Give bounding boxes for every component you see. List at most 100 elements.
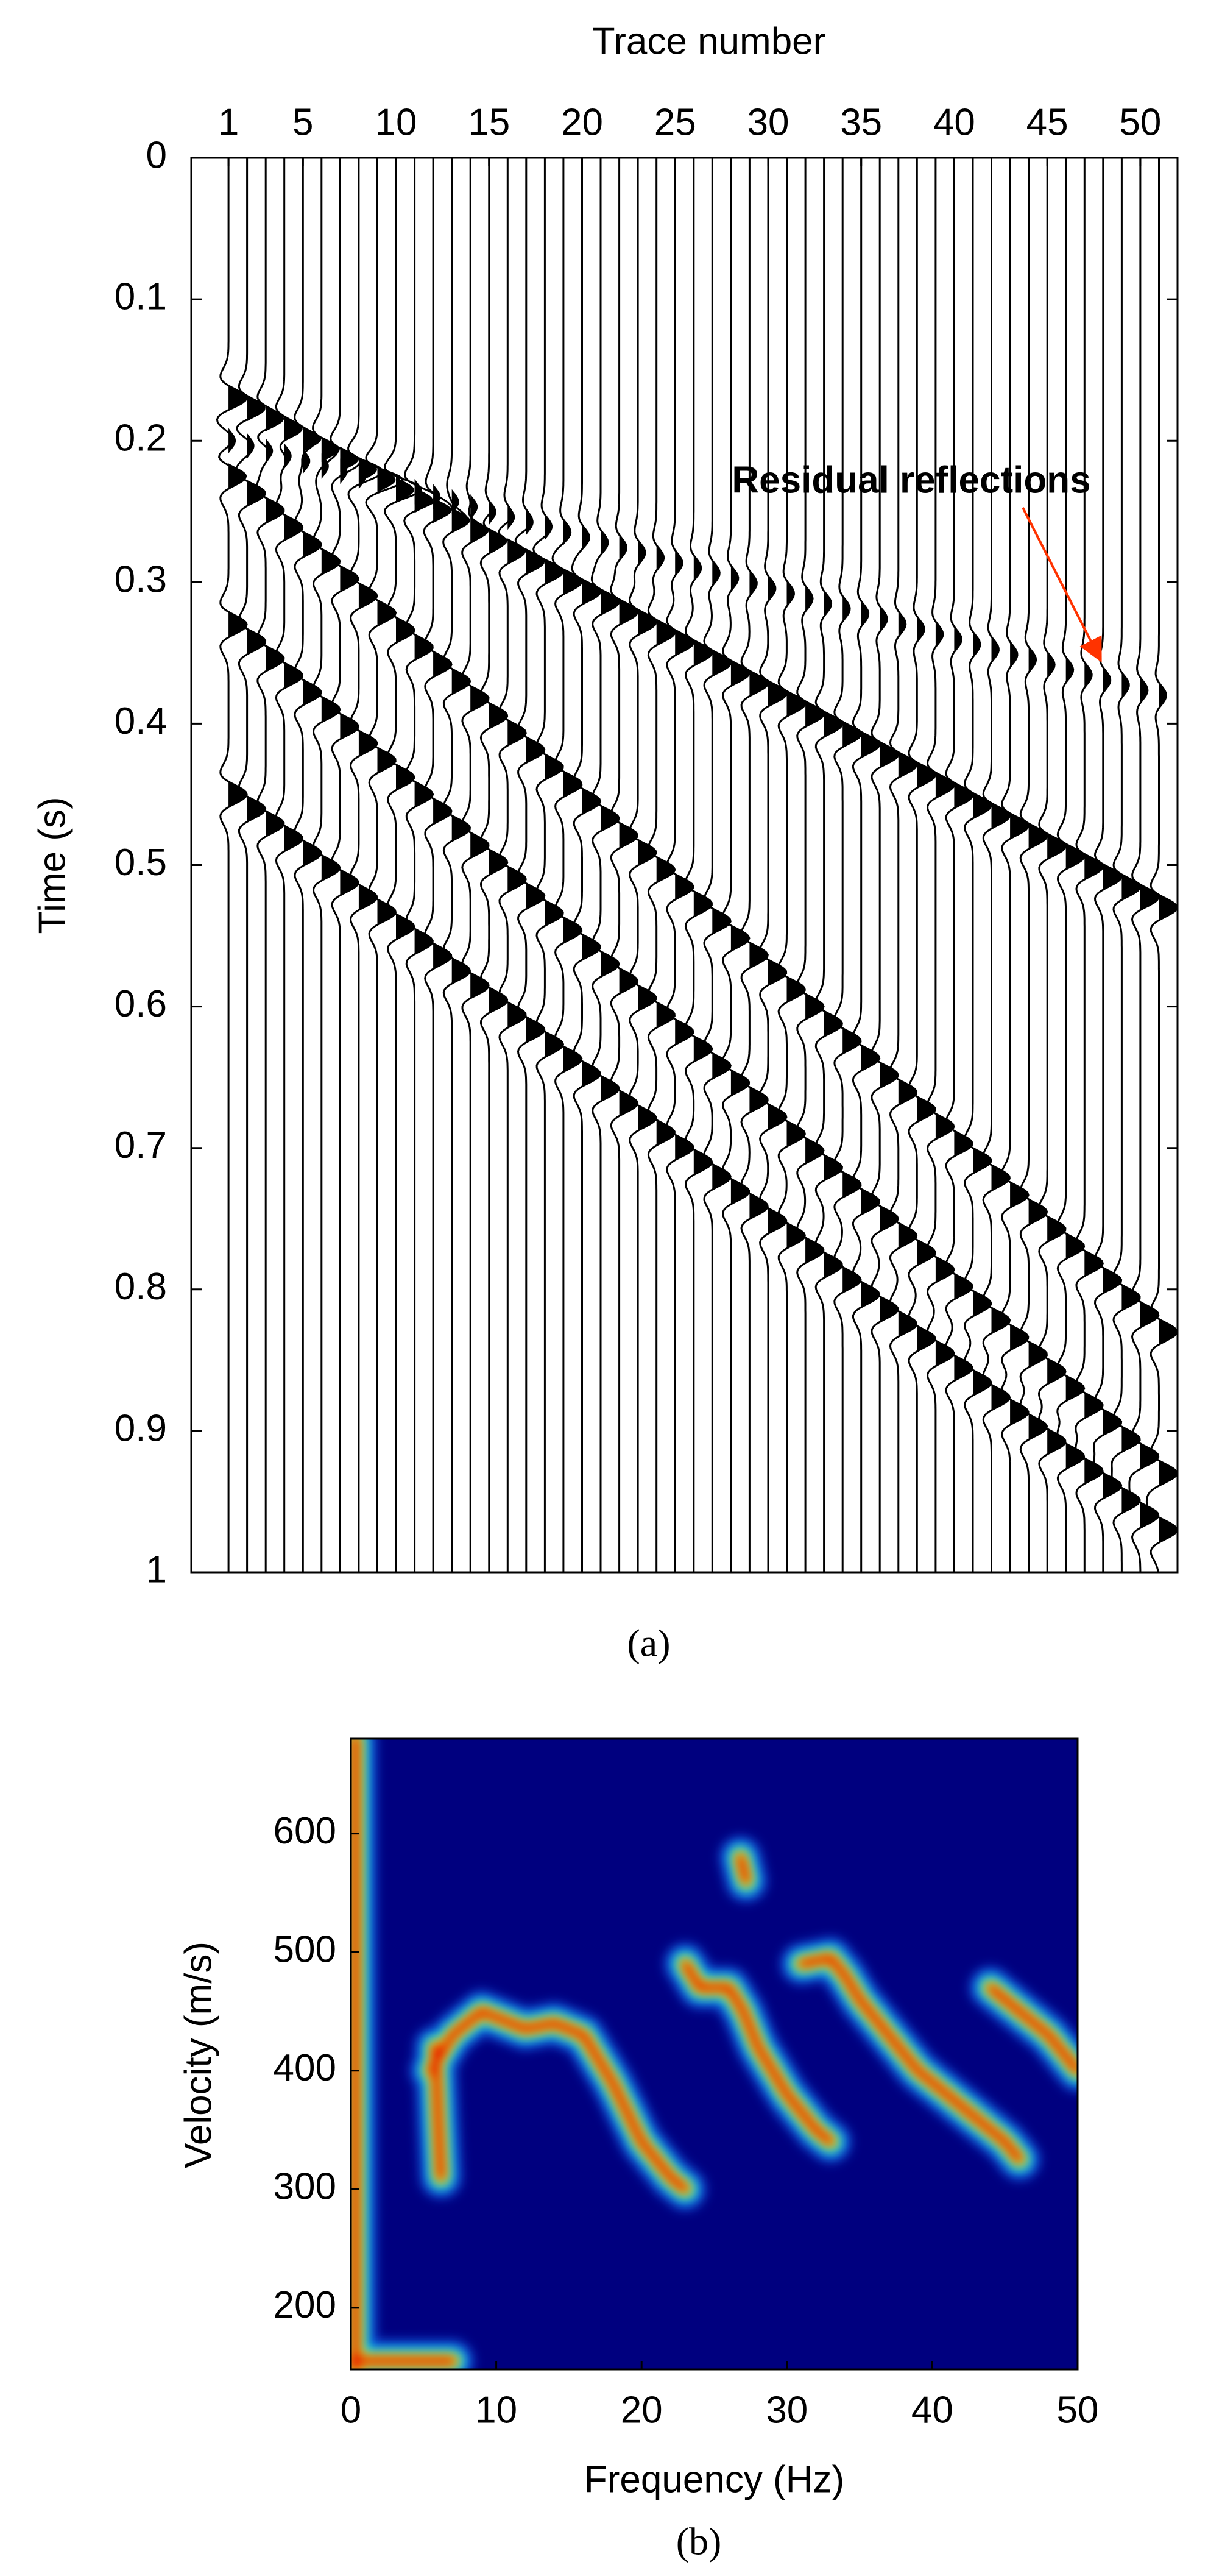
event-lobe <box>582 934 601 960</box>
event-lobe <box>377 747 396 773</box>
event-lobe <box>228 385 247 411</box>
event-lobe <box>973 1291 991 1316</box>
event-lobe <box>675 1134 694 1160</box>
event-lobe <box>824 591 832 617</box>
event-lobe <box>377 600 396 626</box>
y-axis-label: Time (s) <box>31 797 73 934</box>
event-lobe <box>805 701 824 727</box>
event-lobe <box>693 1149 712 1175</box>
event-lobe <box>638 609 657 636</box>
trace <box>1145 158 1179 1573</box>
trace <box>347 158 384 1572</box>
event-lobe <box>451 489 459 515</box>
trace <box>1019 158 1048 1572</box>
x-tick-label: 50 <box>1057 2389 1099 2431</box>
event-lobe <box>489 850 507 875</box>
event-lobe <box>284 662 303 689</box>
heatmap-ridges <box>351 1739 1078 2369</box>
event-lobe <box>749 942 768 968</box>
event-lobe <box>507 866 526 892</box>
ridge <box>797 1954 1023 2163</box>
trace <box>964 158 992 1572</box>
event-lobe <box>973 631 980 658</box>
y-tick-label: 0.7 <box>115 1124 167 1166</box>
event-lobe <box>489 703 507 729</box>
event-lobe <box>340 714 359 739</box>
trace <box>365 158 404 1572</box>
event-lobe <box>656 1119 675 1146</box>
event-lobe <box>693 1036 712 1062</box>
event-lobe <box>582 525 590 550</box>
y-tick-label: 200 <box>274 2284 336 2326</box>
trace <box>275 158 304 1572</box>
event-lobe <box>954 782 973 809</box>
event-lobe <box>842 1172 861 1198</box>
event-lobe <box>433 651 452 677</box>
event-lobe <box>1103 1268 1121 1294</box>
event-lobe <box>1065 1375 1084 1402</box>
event-lobe <box>935 1113 954 1140</box>
event-lobe <box>1010 642 1018 667</box>
trace <box>532 158 565 1572</box>
trace <box>551 158 583 1572</box>
event-lobe <box>768 1104 786 1130</box>
event-lobe <box>730 1179 749 1205</box>
trace <box>703 158 732 1572</box>
event-lobe <box>1140 1302 1159 1328</box>
event-lobe <box>563 569 582 595</box>
event-lobe <box>582 788 601 814</box>
trace <box>1111 158 1141 1572</box>
trace <box>889 158 918 1572</box>
event-lobe <box>693 891 712 917</box>
event-lobe <box>954 626 962 652</box>
event-lobe <box>582 579 601 605</box>
trace <box>403 158 438 1572</box>
trace <box>216 158 248 1572</box>
event-lobe <box>601 951 619 977</box>
event-lobe <box>768 959 786 985</box>
event-lobe <box>451 815 470 842</box>
trace <box>666 158 694 1572</box>
event-lobe <box>954 1130 973 1157</box>
event-lobe <box>805 1138 824 1164</box>
y-axis-label: Velocity (m/s) <box>177 1942 219 2168</box>
event-lobe <box>451 958 470 984</box>
event-lobe <box>861 1045 880 1071</box>
event-lobe <box>489 987 507 1013</box>
event-lobe <box>526 548 545 574</box>
y-tick-label: 0 <box>146 134 167 176</box>
event-lobe <box>601 1076 619 1102</box>
event-lobe <box>526 1017 545 1043</box>
event-lobe <box>396 764 414 790</box>
event-lobe <box>675 874 694 900</box>
event-lobe <box>730 565 738 591</box>
event-lobe <box>247 396 266 422</box>
trace <box>235 158 267 1572</box>
event-lobe <box>601 806 619 831</box>
event-lobe <box>1084 1251 1103 1276</box>
event-lobe <box>619 968 638 994</box>
event-lobe <box>414 634 433 660</box>
y-tick-label: 0.5 <box>115 842 167 884</box>
event-lobe <box>954 1274 973 1300</box>
event-lobe <box>545 754 563 780</box>
x-tick-label: 0 <box>341 2389 361 2431</box>
event-lobe <box>842 596 850 622</box>
event-lobe <box>675 550 683 576</box>
event-lobe <box>228 612 247 637</box>
event-lobe <box>768 681 786 707</box>
event-lobe <box>786 691 805 717</box>
event-lobe <box>1121 1488 1140 1513</box>
y-tick-label: 0.9 <box>115 1407 167 1449</box>
event-lobe <box>730 660 749 686</box>
event-lobe <box>898 1222 917 1249</box>
event-lobe <box>396 914 414 940</box>
panel-b: 200 300 400 500 600 0 10 20 30 40 50 Frequency (Hz)… <box>177 1737 1099 2563</box>
event-lobe <box>1140 884 1159 910</box>
event-lobe <box>303 426 322 452</box>
event-lobe <box>601 530 608 556</box>
event-lobe <box>656 1002 675 1028</box>
event-lobe <box>1065 657 1073 683</box>
event-lobe <box>247 480 266 506</box>
